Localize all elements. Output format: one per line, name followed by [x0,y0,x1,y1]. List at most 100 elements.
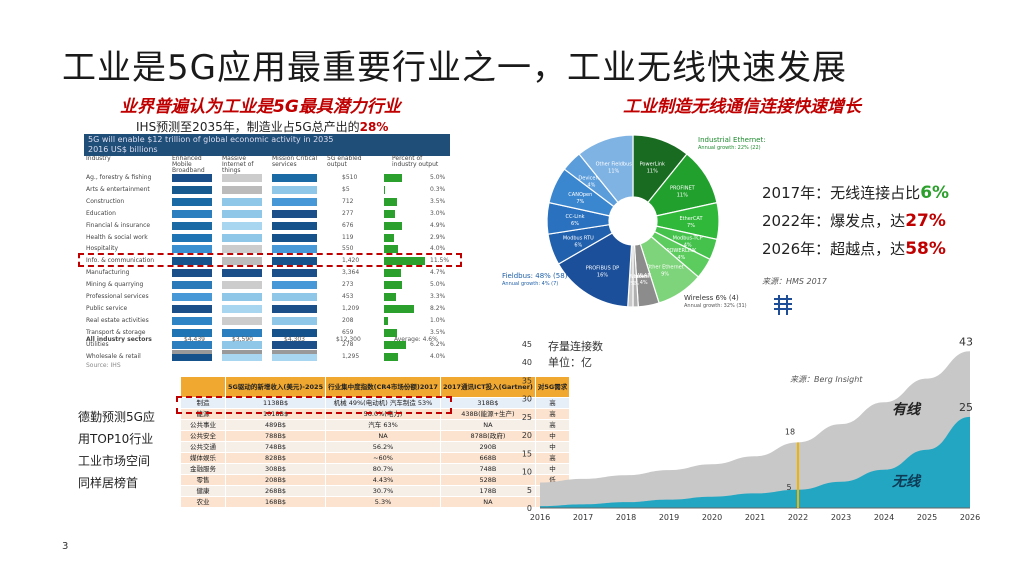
deloitte-cell: 5G驱动的新增收入(美元)-2025 [226,377,326,398]
ihs-output: $5 [342,186,350,193]
milestone-value: 58% [905,239,946,259]
milestone-2022: 2022年：爆发点，达27% [762,210,946,231]
deloitte-note-line: 同样居榜首 [78,472,155,494]
deloitte-cell: 行业集中度指数(CR4市场份额)2017 [326,377,441,398]
ihs-output: 712 [342,198,353,205]
deloitte-cell: 健康 [181,486,226,497]
ihs-cell-miot [222,198,262,206]
ihs-cell-mcs [272,281,317,289]
donut-slice-pct: 6% [574,242,582,248]
ihs-output: 550 [342,245,353,252]
ihs-cell-embb [172,269,212,277]
series-label-wired: 有线 [892,401,922,418]
donut-slice-pct: 9% [661,271,669,277]
ihs-cell-miot [222,222,262,230]
ihs-note-value: 28% [360,120,389,134]
ihs-total-v1: $4,439 [184,336,205,343]
donut-slice-pct: 4% [640,280,648,286]
deloitte-cell: 4.43% [326,475,441,486]
ihs-output: 1,209 [342,305,359,312]
donut-slice-pct: 4% [587,183,595,189]
ihs-percent: 5.0% [430,281,445,288]
deloitte-cell: 30.7% [326,486,441,497]
ihs-percent-bar [384,293,396,301]
x-tick-label: 2018 [616,513,636,522]
y-tick-label: 25 [522,413,532,422]
ihs-percent: 0.3% [430,186,445,193]
x-tick-label: 2016 [530,513,550,522]
ihs-cell-miot [222,186,262,194]
x-tick-label: 2021 [745,513,765,522]
ihs-cell-embb [172,210,212,218]
manufacturing-highlight-box [78,253,462,267]
y-tick-label: 0 [527,504,532,513]
ihs-cell-embb [172,198,212,206]
donut-slice-label: CC-Link [566,214,585,220]
ihs-output: 277 [342,210,353,217]
deloitte-cell: 308B$ [226,464,326,475]
ihs-cell-miot [222,281,262,289]
donut-slice-pct: 6% [571,221,579,227]
ihs-output: 676 [342,222,353,229]
milestone-text: 2017年：无线连接占比 [762,184,920,202]
ihs-percent: 4.7% [430,269,445,276]
deloitte-cell: 零售 [181,475,226,486]
data-label: 5 [786,483,791,492]
manufacturing-highlight-box-2 [176,396,452,414]
milestone-text: 2026年：超越点，达 [762,240,905,258]
ihs-cell-mcs [272,305,317,313]
ihs-percent-bar [384,174,402,182]
ihs-cell-miot [222,210,262,218]
donut-slice-label: PROFINET [670,185,696,191]
donut-source: 来源：HMS 2017 [762,276,827,287]
donut-slice-pct: 11% [608,168,619,174]
ihs-total-bar [272,350,317,354]
ihs-percent-bar [384,317,388,325]
area-chart-source: 来源：Berg Insight [790,375,863,384]
deloitte-cell: 农业 [181,497,226,508]
donut-slice-pct: 11% [677,192,688,198]
ihs-total-pct: Average: 4.6% [394,336,438,343]
ihs-forecast-note: IHS预测至2035年，制造业占5G总产出的28% [136,118,388,135]
ihs-total-v2: $3,590 [232,336,253,343]
ihs-cell-miot [222,293,262,301]
deloitte-cell: 268B$ [226,486,326,497]
left-subtitle: 业界普遍认为工业是5G最具潜力行业 [120,92,401,117]
donut-slice-label: Modbus-TCP [673,235,703,241]
x-tick-label: 2017 [573,513,593,522]
ihs-percent: 4.0% [430,245,445,252]
milestone-value: 6% [920,183,949,203]
deloitte-cell: 56.2% [326,442,441,453]
hms-logo-icon [772,294,794,316]
ihs-row-label: Transport & storage [86,329,145,336]
x-tick-label: 2023 [831,513,851,522]
ihs-percent: 8.2% [430,305,445,312]
ihs-row-label: Public service [86,305,127,312]
donut-group-label: Fieldbus: 48% (58) [502,272,568,280]
deloitte-cell: 80.7% [326,464,441,475]
deloitte-cell: 828B$ [226,453,326,464]
ihs-row-label: Professional services [86,293,149,300]
deloitte-note: 德勤预测5G应 用TOP10行业 工业市场空间 同样居榜首 [78,406,155,494]
milestone-value: 27% [905,211,946,231]
donut-group-sub: Annual growth: 32% (31) [684,303,747,309]
deloitte-note-line: 用TOP10行业 [78,428,155,450]
deloitte-note-line: 工业市场空间 [78,450,155,472]
x-tick-label: 2025 [917,513,937,522]
deloitte-cell: 788B$ [226,431,326,442]
y-tick-label: 20 [522,431,532,440]
donut-slice-label: EtherCAT [680,216,704,222]
ihs-output: 3,364 [342,269,359,276]
ihs-cell-mcs [272,198,317,206]
ihs-total-v3: $4,303 [284,336,305,343]
donut-group-sub: Annual growth: 22% (22) [698,145,761,151]
ihs-cell-mcs [272,317,317,325]
ihs-percent-bar [384,186,385,194]
donut-slice-label: PROFIBUS DP [586,265,620,271]
ihs-note-prefix: IHS预测至2035年，制造业占5G总产出的 [136,120,360,134]
deloitte-cell: 489B$ [226,420,326,431]
y-tick-label: 40 [522,358,532,367]
ihs-output: $510 [342,174,357,181]
ihs-percent-bar [384,210,395,218]
ihs-row-label: Manufacturing [86,269,129,276]
